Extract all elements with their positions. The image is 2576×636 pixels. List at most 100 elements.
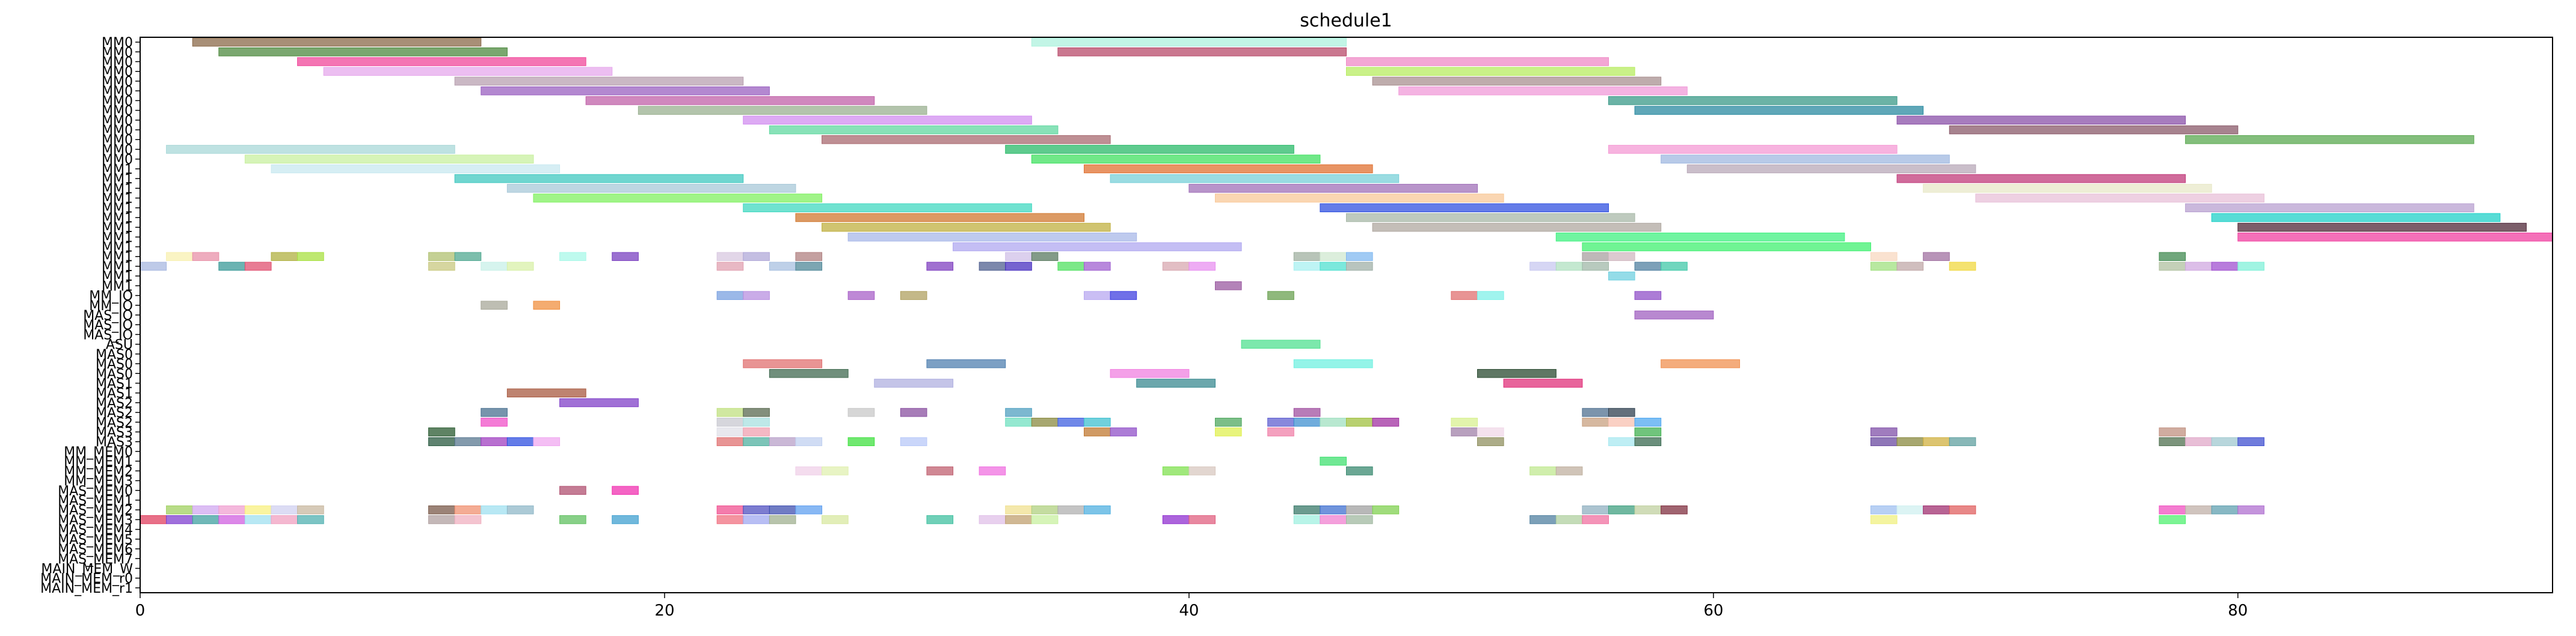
task-bar [454,174,744,183]
task-bar [1398,86,1688,96]
task-bar [1162,261,1190,271]
task-bar [1293,515,1321,524]
row-label: MAS_IO [83,328,133,343]
task-bar [1661,359,1740,368]
task-bar [1346,57,1609,66]
row-label: MM1 [102,182,133,197]
task-bar [585,96,875,105]
row-label: MAS0 [96,357,133,372]
task-bar [822,135,1111,144]
row-label: MAS0 [96,367,133,382]
task-bar [743,359,823,368]
task-bar [1896,174,2186,183]
task-bar [1608,96,1898,105]
row-label: MM0 [102,75,133,90]
task-bar [822,515,849,524]
task-bar [1215,427,1242,436]
task-bar [1188,261,1216,271]
task-bar [874,379,954,388]
task-bar [1005,261,1032,271]
row-label: MAS2 [96,396,133,411]
task-bar [1241,340,1321,349]
task-bar [979,466,1006,475]
row-label: MAS_IO [83,308,133,323]
task-bar [1267,418,1294,427]
task-bar [192,252,220,261]
task-bar [638,106,927,115]
task-bar [297,57,586,66]
row-label: MM1 [102,250,133,265]
task-bar [1634,427,1662,436]
task-bar [1608,145,1898,154]
row-label: MAS_MEM6 [58,542,133,557]
task-bar [1005,408,1032,417]
task-bar [1608,408,1635,417]
task-bar [1320,456,1347,466]
task-bar [1477,437,1504,447]
task-bar [1005,252,1032,261]
task-bar [1529,261,1557,271]
task-bar [559,515,586,524]
task-bar [1057,47,1347,57]
task-bar [1215,418,1242,427]
task-bar [428,505,455,515]
task-bar [1320,515,1347,524]
task-bar [1136,379,1216,388]
task-bar [428,261,455,271]
task-bar [795,261,823,271]
task-bar [795,437,823,447]
task-bar [2211,261,2239,271]
task-bar [822,466,849,475]
row-label: MAS0 [96,347,133,362]
task-bar [218,515,245,524]
task-bar [1896,437,1924,447]
task-bar [428,515,455,524]
task-bar [192,37,482,47]
task-bar [1634,291,1662,300]
row-label: MM_MEM0 [64,445,133,460]
task-bar [743,408,770,417]
task-bar [1031,37,1347,47]
row-label: MM_IO [89,299,133,314]
task-bar [1267,427,1294,436]
task-bar [481,418,508,427]
task-bar [1634,437,1662,447]
task-bar [244,505,272,515]
task-bar [1634,505,1662,515]
task-bar [1582,252,1609,261]
task-bar [612,486,639,495]
task-bar [1320,418,1347,427]
task-bar [1582,408,1609,417]
task-bar [1267,291,1294,300]
task-bar [1293,261,1321,271]
row-label: MAS_MEM0 [58,484,133,499]
plot-frame [140,37,2553,593]
task-bar [506,437,534,447]
task-bar [271,252,298,261]
row-label: MAS2 [96,406,133,421]
task-bar [1870,437,1898,447]
task-bar [297,252,324,261]
task-bar [1215,281,1242,290]
task-bar [1477,368,1557,378]
task-bar [1949,125,2239,135]
task-bar [1188,515,1216,524]
task-bar [192,505,220,515]
task-bar [979,515,1006,524]
task-bar [1346,505,1373,515]
task-bar [506,505,534,515]
x-axis: 0 20 40 60 80 [135,593,2248,620]
task-bar [926,359,1006,368]
row-label: MM1 [102,211,133,226]
row-label: MAS_MEM7 [58,552,133,567]
task-bar [1608,505,1635,515]
x-tick-label: 80 [2228,602,2248,620]
task-bar [1005,505,1032,515]
task-bar [218,261,245,271]
task-bar [1451,427,1478,436]
task-bar [454,505,482,515]
task-bar [1634,418,1662,427]
task-bar [926,466,954,475]
task-bar [271,515,298,524]
